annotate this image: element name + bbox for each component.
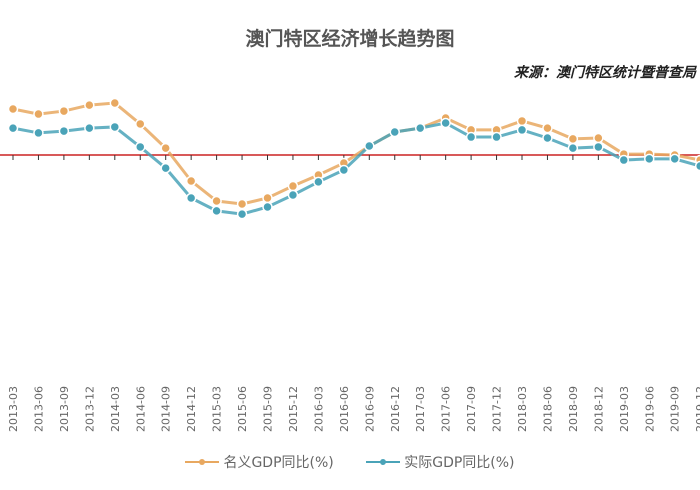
data-point-0: [7, 103, 19, 115]
legend-marker-real: [366, 459, 401, 465]
x-tick-label: 2019-12: [694, 386, 700, 432]
x-tick-label: 2017-06: [440, 386, 453, 432]
x-tick-label: 2013-12: [83, 386, 96, 432]
data-point-0: [109, 97, 121, 109]
data-point-1: [185, 192, 197, 204]
data-point-1: [414, 122, 426, 134]
x-tick-label: 2018-09: [567, 386, 580, 432]
data-point-1: [491, 131, 502, 143]
data-point-1: [364, 140, 375, 152]
legend: 名义GDP同比(%) 实际GDP同比(%): [0, 452, 700, 472]
x-tick-label: 2016-09: [363, 386, 376, 432]
data-point-1: [389, 126, 400, 138]
x-tick-label: 2014-09: [160, 386, 173, 432]
data-point-1: [593, 141, 604, 153]
data-point-1: [160, 162, 171, 174]
legend-item-real[interactable]: 实际GDP同比(%): [366, 452, 515, 472]
data-point-1: [338, 164, 350, 176]
data-point-1: [542, 132, 553, 144]
data-point-0: [262, 192, 273, 204]
data-point-1: [440, 117, 451, 129]
data-point-1: [58, 125, 70, 137]
x-tick-label: 2014-03: [109, 386, 122, 432]
line-chart: 2013-03 2013-06 2013-09 2013-12 2014-03 2014-…: [0, 97, 700, 432]
x-tick-label: 2017-12: [491, 386, 504, 432]
x-tick-label: 2019-09: [669, 386, 682, 432]
x-tick-label: 2015-09: [262, 386, 275, 432]
data-point-1: [211, 205, 222, 217]
x-tick-label: 2013-03: [7, 386, 20, 432]
data-point-0: [287, 180, 299, 192]
data-point-1: [262, 201, 273, 213]
data-point-1: [84, 122, 95, 134]
data-point-1: [465, 131, 477, 143]
x-tick-label: 2017-03: [414, 386, 427, 432]
legend-label-real: 实际GDP同比(%): [404, 455, 515, 471]
data-point-0: [185, 175, 197, 187]
x-tick-label: 2016-12: [389, 386, 402, 432]
data-point-1: [109, 121, 121, 133]
legend-item-nominal[interactable]: 名义GDP同比(%): [185, 452, 334, 472]
data-point-1: [7, 122, 19, 134]
data-point-0: [567, 133, 579, 145]
x-tick-label: 2015-12: [287, 386, 300, 432]
x-tick-label: 2019-03: [618, 386, 631, 432]
data-point-1: [33, 127, 44, 139]
x-tick-label: 2018-12: [592, 386, 605, 432]
data-point-1: [567, 142, 579, 154]
legend-marker-nominal: [185, 459, 220, 465]
x-tick-label: 2019-06: [643, 386, 656, 432]
x-tick-label: 2015-03: [211, 386, 224, 432]
x-tick-label: 2018-06: [541, 386, 554, 432]
data-point-0: [211, 195, 222, 207]
x-tick-label: 2016-03: [312, 386, 325, 432]
chart-source: 来源：澳门特区统计暨普查局: [514, 65, 696, 81]
data-point-0: [593, 132, 604, 144]
series-line-0: [12, 101, 700, 206]
data-point-1: [236, 208, 248, 220]
data-point-0: [58, 105, 70, 117]
data-point-0: [516, 115, 528, 127]
x-tick-label: 2018-03: [516, 386, 529, 432]
legend-label-nominal: 名义GDP同比(%): [223, 455, 334, 471]
x-tick-label: 2017-09: [465, 386, 478, 432]
data-point-0: [135, 118, 146, 130]
x-tick-label: 2014-06: [134, 386, 147, 432]
chart-title: 澳门特区经济增长趋势图: [245, 28, 455, 50]
data-point-0: [84, 99, 95, 111]
data-point-1: [618, 154, 630, 166]
series-line-1: [12, 121, 700, 216]
data-point-1: [669, 153, 680, 165]
data-point-1: [644, 153, 655, 165]
data-point-1: [313, 176, 324, 188]
x-tick-label: 2013-09: [58, 386, 71, 432]
x-tick-label: 2014-12: [185, 386, 198, 432]
data-point-0: [160, 142, 171, 154]
data-point-0: [236, 198, 248, 210]
x-tick-label: 2016-06: [338, 386, 351, 432]
data-point-1: [694, 160, 700, 172]
x-tick-label: 2013-06: [32, 386, 45, 432]
data-point-1: [135, 141, 146, 153]
data-point-0: [33, 108, 44, 120]
data-point-1: [516, 124, 528, 136]
x-tick-label: 2015-06: [236, 386, 249, 432]
data-point-0: [542, 122, 553, 134]
data-point-1: [287, 189, 299, 201]
